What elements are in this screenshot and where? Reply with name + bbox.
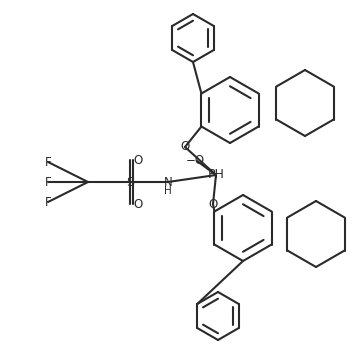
Text: H: H	[164, 186, 172, 196]
Text: F: F	[45, 196, 51, 208]
Text: −O: −O	[185, 154, 205, 167]
Text: O: O	[180, 140, 190, 153]
Text: F: F	[45, 155, 51, 168]
Text: O: O	[209, 198, 218, 211]
Text: O: O	[133, 198, 143, 211]
Text: O: O	[133, 153, 143, 166]
Text: PH: PH	[207, 168, 224, 181]
Text: S: S	[126, 176, 134, 188]
Text: F: F	[45, 176, 51, 188]
Text: N: N	[164, 177, 172, 190]
